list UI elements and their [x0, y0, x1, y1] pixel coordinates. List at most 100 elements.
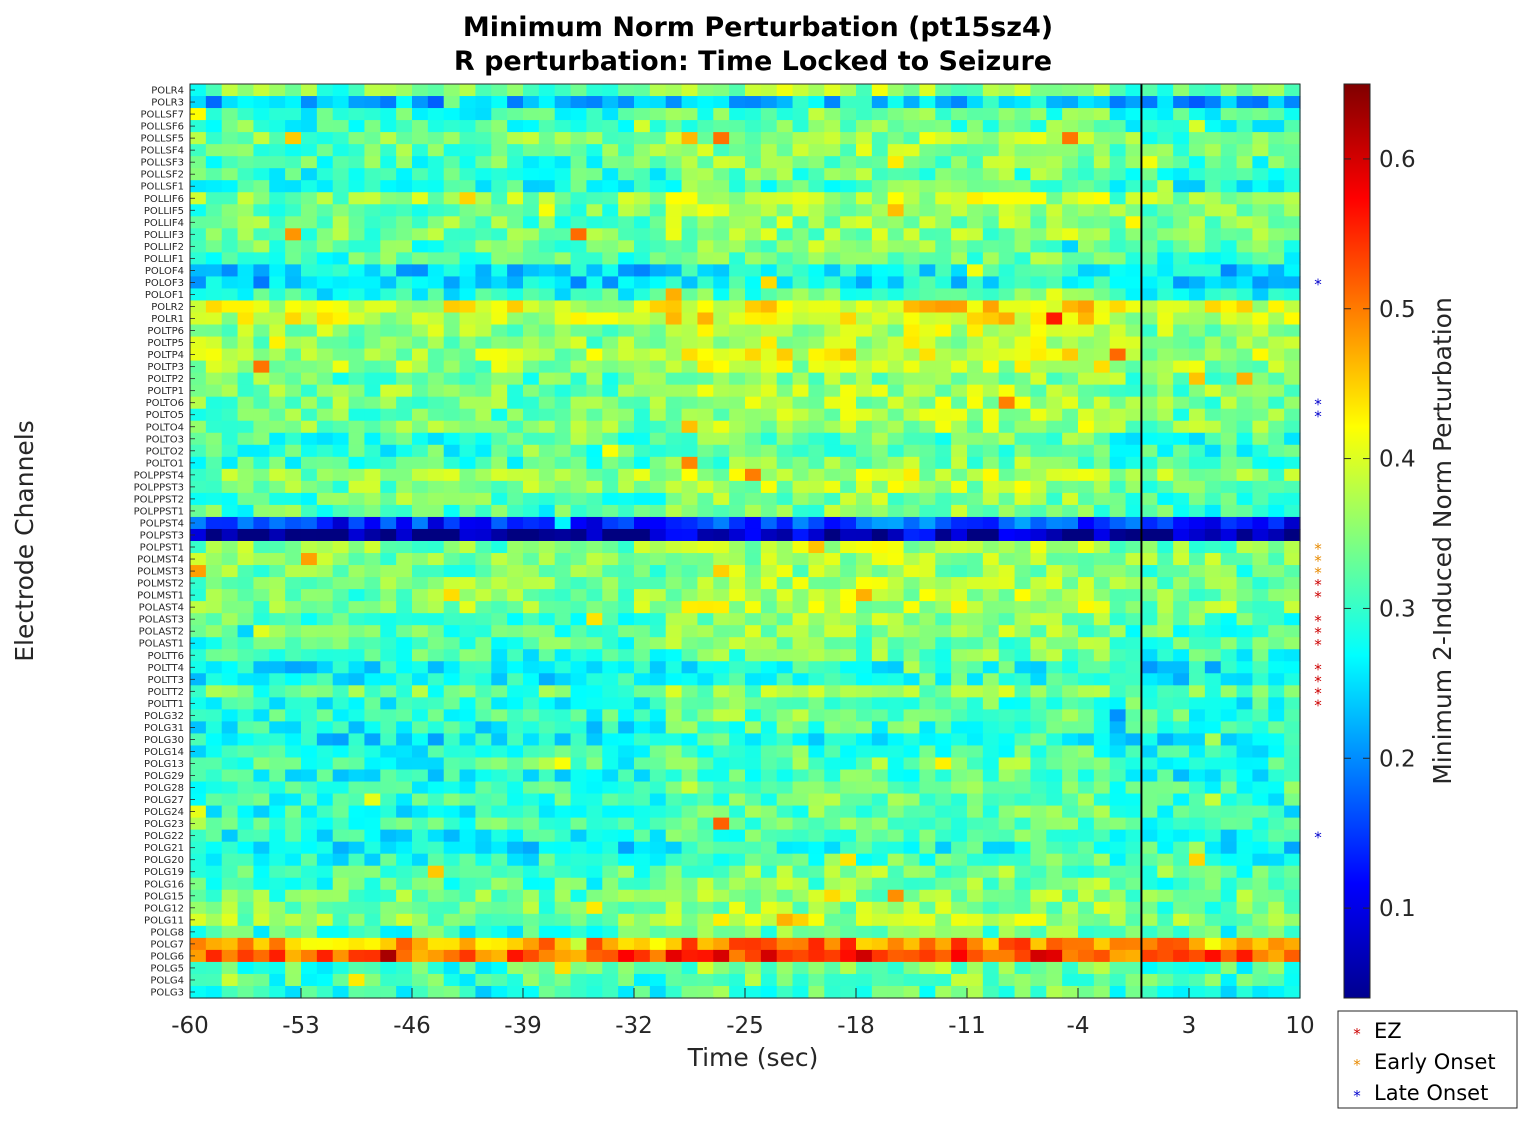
- heatmap-cell: [1030, 84, 1047, 97]
- heatmap-cell: [348, 769, 366, 783]
- heatmap-cell: [190, 336, 207, 350]
- heatmap-cell: [332, 805, 350, 819]
- heatmap-cell: [665, 192, 683, 205]
- heatmap-cell: [491, 348, 508, 362]
- heatmap-cell: [1030, 216, 1047, 229]
- heatmap-cell: [348, 144, 366, 157]
- heatmap-cell: [301, 877, 318, 891]
- heatmap-cell: [697, 324, 714, 338]
- heatmap-cell: [1062, 733, 1079, 747]
- heatmap-cell: [523, 264, 540, 278]
- heatmap-cell: [332, 192, 350, 205]
- heatmap-cell: [253, 348, 270, 362]
- heatmap-cell: [713, 168, 730, 181]
- heatmap-cell: [649, 516, 667, 530]
- heatmap-cell: [332, 589, 350, 602]
- heatmap-cell: [269, 709, 286, 722]
- heatmap-cell: [681, 408, 699, 422]
- heatmap-cell: [856, 108, 873, 121]
- heatmap-cell: [586, 685, 603, 698]
- heatmap-cell: [1046, 144, 1063, 157]
- heatmap-cell: [491, 781, 508, 795]
- heatmap-cell: [269, 613, 286, 626]
- heatmap-cell: [618, 541, 635, 554]
- heatmap-cell: [316, 384, 334, 398]
- heatmap-cell: [491, 456, 508, 470]
- heatmap-cell: [412, 661, 429, 674]
- heatmap-cell: [1014, 180, 1032, 193]
- heatmap-cell: [301, 240, 318, 253]
- heatmap-cell: [760, 721, 778, 735]
- heatmap-cell: [459, 144, 477, 157]
- heatmap-cell: [1173, 553, 1190, 566]
- heatmap-cell: [523, 925, 540, 939]
- heatmap-cell: [396, 637, 413, 650]
- heatmap-cell: [935, 360, 952, 374]
- heatmap-cell: [887, 324, 905, 338]
- heatmap-cell: [237, 745, 255, 759]
- heatmap-cell: [301, 937, 318, 951]
- heatmap-cell: [919, 348, 936, 362]
- heatmap-cell: [586, 204, 603, 217]
- heatmap-cell: [491, 480, 508, 494]
- heatmap-cell: [1204, 745, 1222, 759]
- heatmap-cell: [237, 228, 255, 241]
- heatmap-cell: [697, 84, 714, 97]
- heatmap-cell: [1141, 204, 1158, 217]
- heatmap-cell: [523, 456, 540, 470]
- heatmap-cell: [697, 637, 714, 650]
- heatmap-cell: [697, 565, 714, 578]
- heatmap-cell: [903, 336, 921, 350]
- heatmap-cell: [665, 384, 683, 398]
- heatmap-cell: [1236, 577, 1254, 590]
- heatmap-cell: [776, 841, 794, 855]
- heatmap-cell: [887, 264, 905, 278]
- heatmap-cell: [237, 300, 255, 314]
- heatmap-cell: [586, 108, 603, 121]
- heatmap-cell: [1014, 480, 1032, 494]
- heatmap-cell: [665, 565, 683, 578]
- heatmap-cell: [729, 480, 746, 494]
- heatmap-cell: [443, 613, 461, 626]
- heatmap-cell: [364, 613, 381, 626]
- heatmap-cell: [1204, 673, 1222, 686]
- heatmap-cell: [459, 204, 477, 217]
- heatmap-cell: [554, 492, 572, 506]
- heatmap-cell: [285, 288, 302, 302]
- heatmap-cell: [602, 432, 619, 446]
- heatmap-cell: [792, 841, 810, 855]
- heatmap-cell: [745, 384, 762, 398]
- heatmap-cell: [903, 565, 921, 578]
- heatmap-cell: [824, 396, 841, 410]
- heatmap-cell: [760, 240, 778, 253]
- heatmap-cell: [887, 925, 905, 939]
- heatmap-cell: [903, 877, 921, 891]
- heatmap-cell: [1252, 829, 1269, 843]
- heatmap-cell: [982, 733, 1000, 747]
- heatmap-cell: [792, 180, 810, 193]
- heatmap-cell: [221, 144, 239, 157]
- heatmap-cell: [412, 637, 429, 650]
- heatmap-cell: [1220, 444, 1238, 458]
- heatmap-cell: [824, 649, 841, 662]
- heatmap-cell: [887, 577, 905, 590]
- heatmap-cell: [840, 132, 857, 145]
- heatmap-cell: [475, 793, 492, 807]
- heatmap-cell: [348, 913, 366, 927]
- heatmap-cell: [538, 541, 556, 554]
- heatmap-cell: [697, 841, 714, 855]
- heatmap-cell: [745, 96, 762, 109]
- heatmap-cell: [760, 120, 778, 133]
- heatmap-cell: [649, 300, 667, 314]
- heatmap-cell: [1078, 96, 1095, 109]
- heatmap-cell: [1030, 661, 1047, 674]
- heatmap-cell: [1157, 541, 1174, 554]
- heatmap-cell: [634, 372, 651, 386]
- heatmap-cell: [967, 528, 984, 542]
- heatmap-cell: [1062, 504, 1079, 518]
- heatmap-cell: [808, 721, 825, 735]
- heatmap-cell: [824, 288, 841, 302]
- heatmap-cell: [1220, 721, 1238, 735]
- heatmap-cell: [856, 348, 873, 362]
- heatmap-cell: [1252, 913, 1269, 927]
